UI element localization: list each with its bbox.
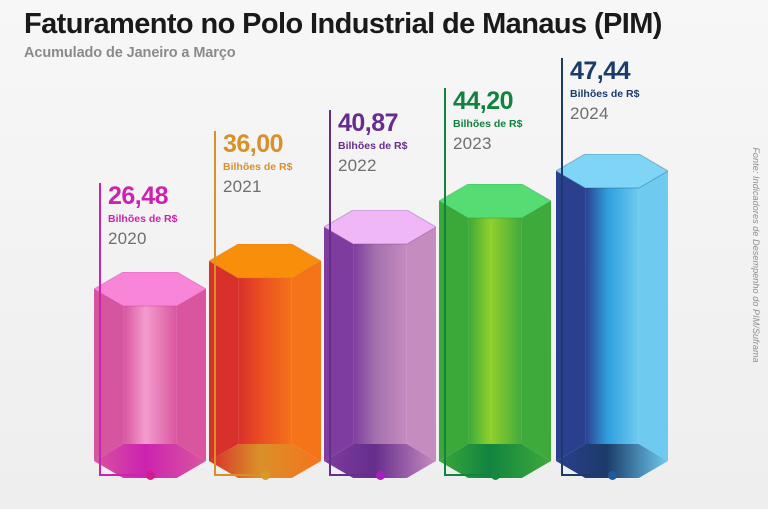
connector-line-vertical-2021 — [214, 131, 216, 476]
bar-unit-2020: Bilhões de R$ — [108, 213, 178, 225]
bar-label-2022: 40,87 Bilhões de R$ 2022 — [338, 111, 407, 174]
connector-dot-2020 — [145, 470, 155, 480]
bar-value-2022: 40,87 — [338, 109, 399, 137]
connector-line-horizontal-2023 — [444, 474, 495, 476]
bar-unit-2023: Bilhões de R$ — [453, 118, 523, 130]
bar-year-2024: 2024 — [570, 103, 609, 123]
connector-dot-2022 — [375, 470, 385, 480]
bar-2022[interactable] — [324, 210, 436, 478]
bar-year-2023: 2023 — [453, 133, 492, 153]
connector-dot-2023 — [490, 470, 500, 480]
source-note: Fonte: Indicadores de Desempenho do PIM/… — [751, 147, 761, 363]
connector-line-vertical-2024 — [561, 58, 563, 476]
bar-value-2024: 47,44 — [570, 57, 631, 85]
bar-label-2023: 44,20 Bilhões de R$ 2023 — [453, 89, 522, 152]
bar-year-2020: 2020 — [108, 228, 147, 248]
connector-line-horizontal-2021 — [214, 474, 265, 476]
bar-year-2021: 2021 — [223, 176, 262, 196]
source-note-wrap: Fonte: Indicadores de Desempenho do PIM/… — [742, 0, 768, 509]
connector-line-vertical-2022 — [329, 110, 331, 476]
bar-label-2021: 36,00 Bilhões de R$ 2021 — [223, 132, 292, 195]
bar-unit-2022: Bilhões de R$ — [338, 140, 408, 152]
page-title: Faturamento no Polo Industrial de Manaus… — [24, 8, 662, 40]
bar-2024[interactable] — [556, 154, 668, 478]
bar-value-2020: 26,48 — [108, 182, 169, 210]
page-subtitle: Acumulado de Janeiro a Março — [24, 45, 236, 62]
bar-value-2023: 44,20 — [453, 87, 514, 115]
connector-line-horizontal-2020 — [99, 474, 150, 476]
bar-year-2022: 2022 — [338, 155, 377, 175]
connector-dot-2024 — [607, 470, 617, 480]
connector-line-vertical-2023 — [444, 88, 446, 476]
bar-unit-2021: Bilhões de R$ — [223, 161, 293, 173]
bar-2023[interactable] — [439, 184, 551, 478]
bar-2021[interactable] — [209, 244, 321, 478]
bar-2020[interactable] — [94, 272, 206, 478]
connector-line-horizontal-2022 — [329, 474, 380, 476]
bar-label-2024: 47,44 Bilhões de R$ 2024 — [570, 59, 639, 122]
bar-value-2021: 36,00 — [223, 130, 284, 158]
connector-line-vertical-2020 — [99, 183, 101, 476]
connector-dot-2021 — [260, 470, 270, 480]
connector-line-horizontal-2024 — [561, 474, 612, 476]
bar-label-2020: 26,48 Bilhões de R$ 2020 — [108, 184, 177, 247]
header: Faturamento no Polo Industrial de Manaus… — [24, 8, 764, 61]
bar-unit-2024: Bilhões de R$ — [570, 88, 640, 100]
